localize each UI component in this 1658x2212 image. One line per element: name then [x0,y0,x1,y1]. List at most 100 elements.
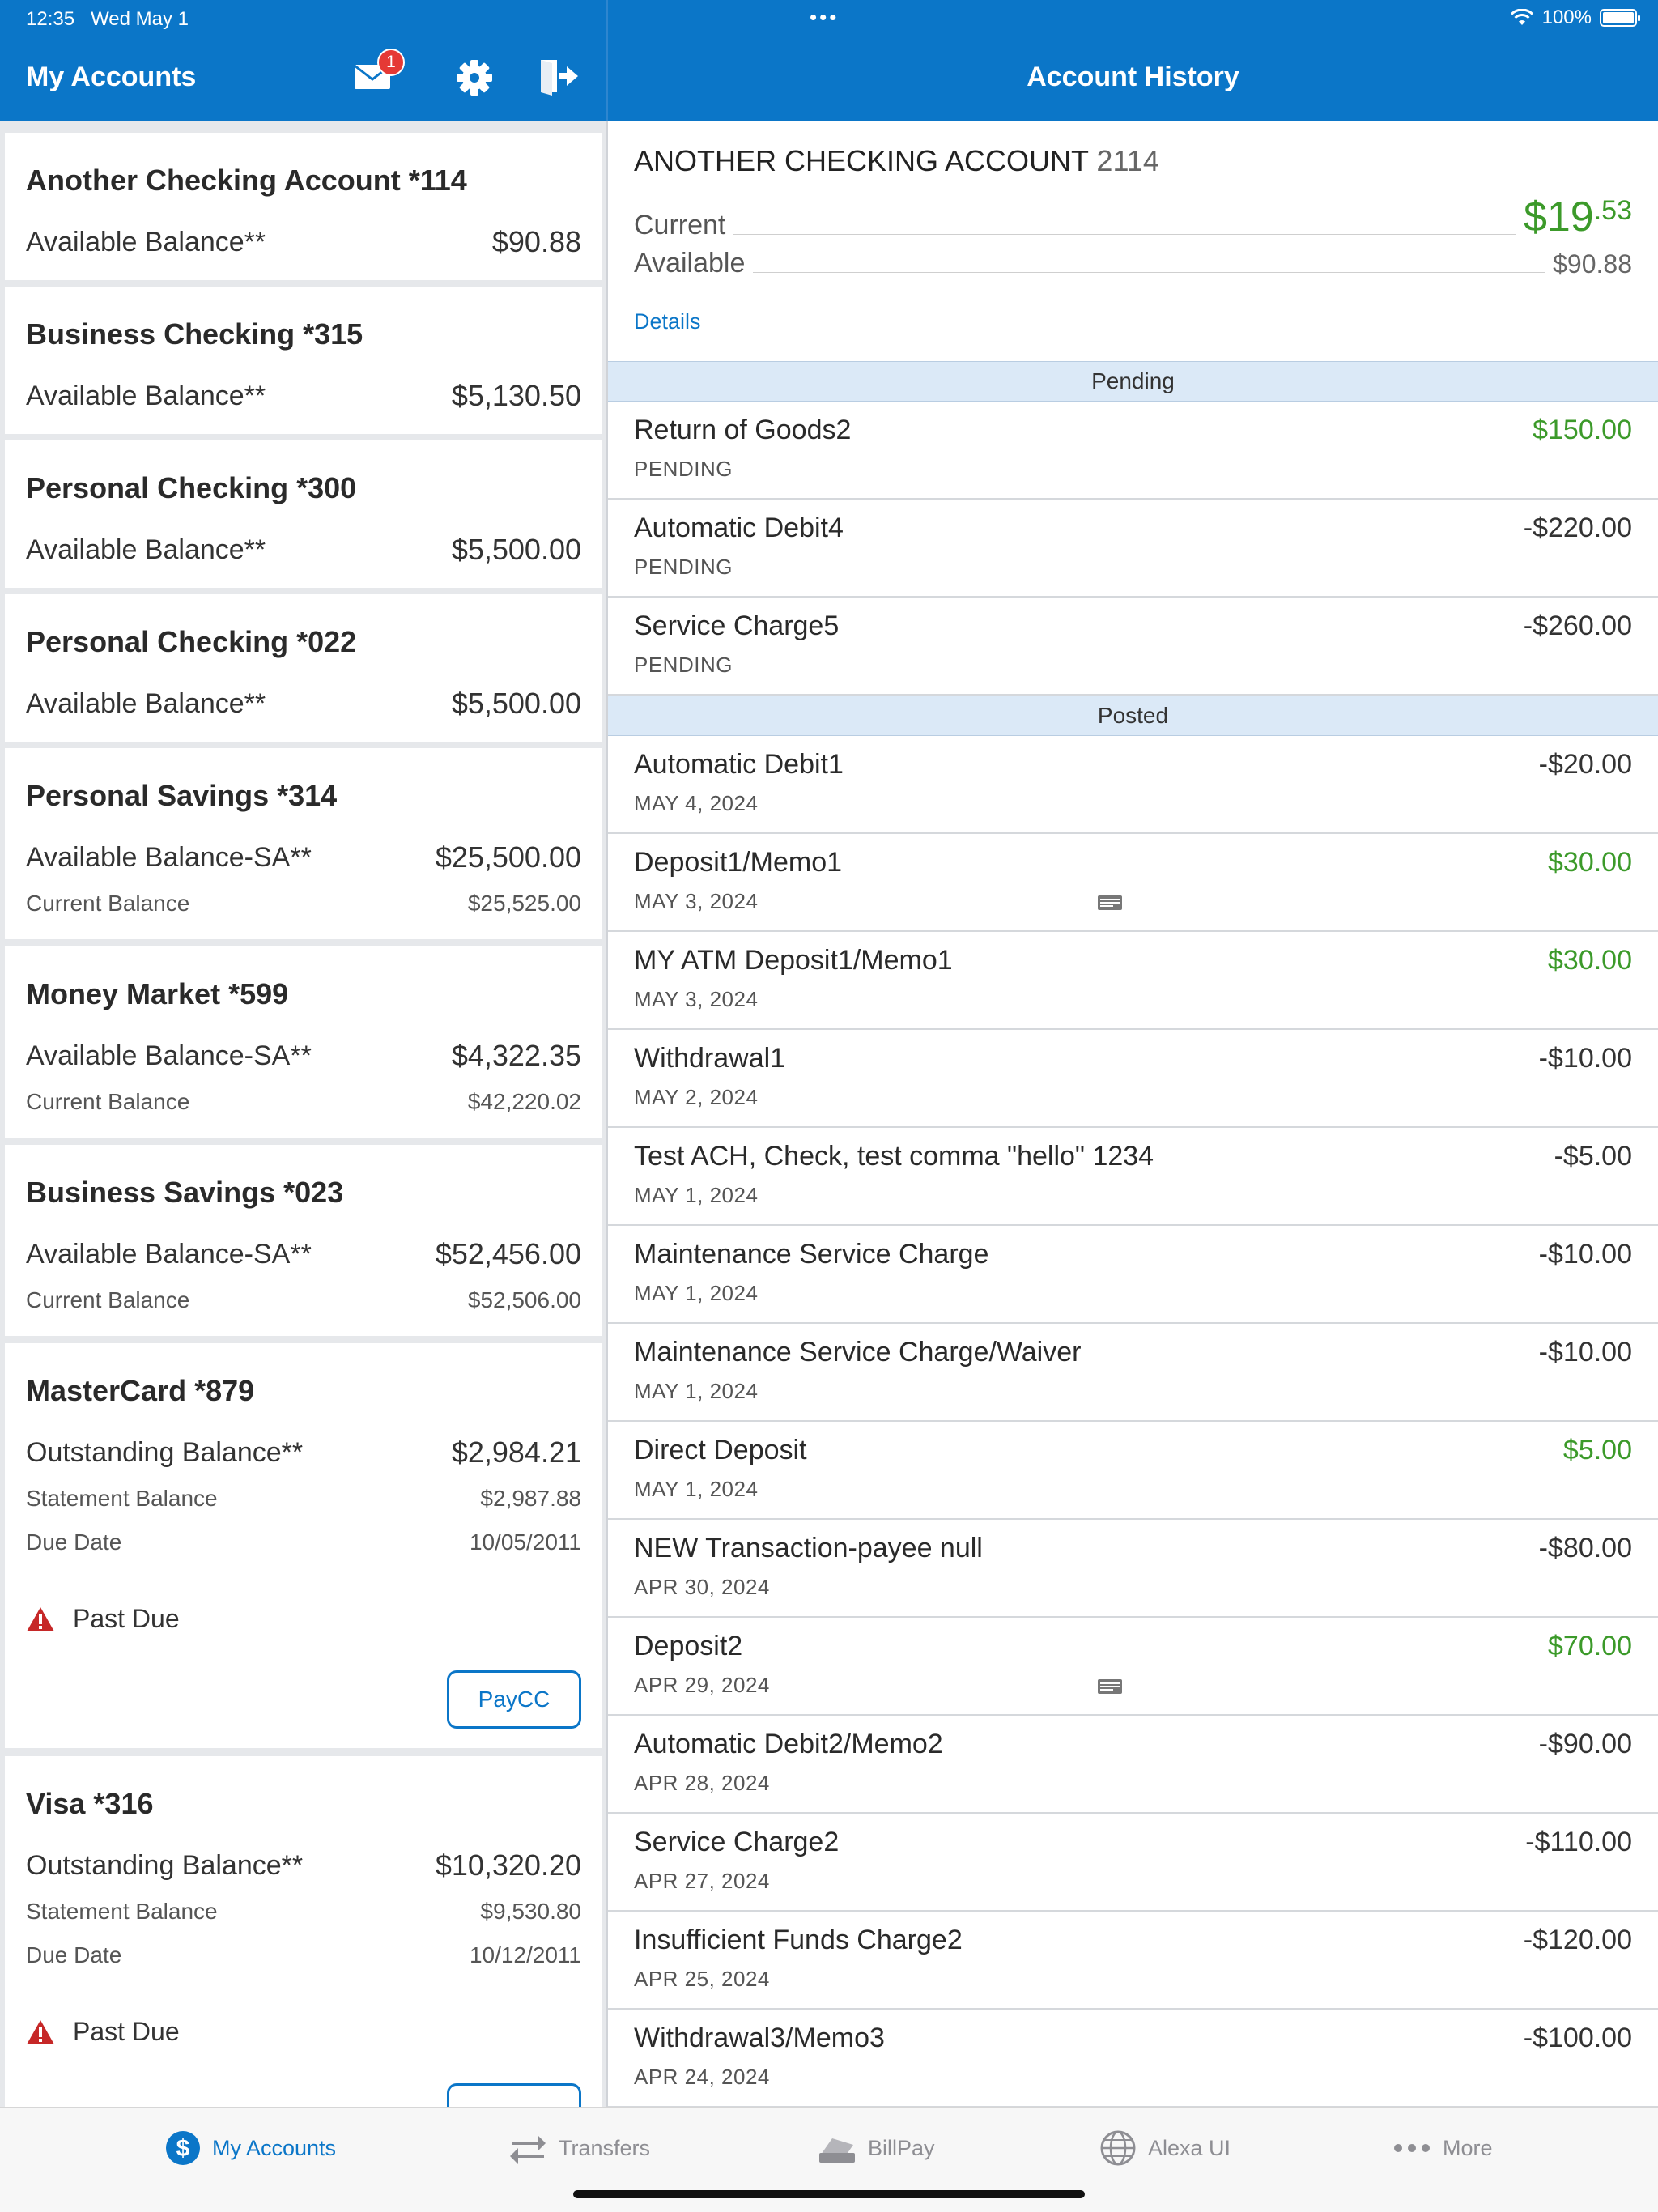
transaction-amount: -$120.00 [1523,1925,1632,1955]
details-link[interactable]: Details [634,309,701,334]
statement-balance-label: Statement Balance [26,1486,218,1511]
transaction-description: Withdrawal3/Memo3 [634,2023,885,2053]
balance-label: Outstanding Balance** [26,1437,304,1468]
tab-label: More [1443,2135,1493,2160]
account-card[interactable]: Business Savings *023 Available Balance-… [5,1145,602,1336]
due-date-label: Due Date [26,1529,122,1555]
due-date-value: 10/12/2011 [469,1942,581,1967]
statement-balance-value: $9,530.80 [480,1899,581,1924]
transaction-row[interactable]: Automatic Debit2/Memo2 APR 28, 2024 -$90.0… [608,1716,1658,1814]
tab-alexa-ui[interactable]: Alexa UI [1099,2108,1231,2189]
transaction-date: MAY 3, 2024 [634,987,759,1011]
account-card[interactable]: Another Checking Account *114 Available … [5,133,602,280]
transaction-row[interactable]: Direct Deposit MAY 1, 2024 $5.00 [608,1422,1658,1520]
billpay-icon [819,2138,855,2163]
transaction-row[interactable]: Insufficient Funds Charge2 APR 25, 2024 -$… [608,1912,1658,2010]
paycc-button[interactable]: PayCC [447,1670,581,1729]
balance-label: Available Balance-SA** [26,1040,312,1071]
transaction-row[interactable]: Maintenance Service Charge/Waiver MAY 1, … [608,1324,1658,1422]
statement-balance-value: $2,987.88 [480,1486,581,1511]
history-account-title: ANOTHER CHECKING ACCOUNT 2114 [634,144,1159,178]
tab-label: BillPay [868,2135,935,2160]
home-indicator [573,2190,1085,2198]
gear-icon[interactable] [452,53,497,99]
account-card[interactable]: Personal Checking *022 Available Balance… [5,594,602,742]
more-dots-icon [1394,2144,1430,2152]
available-amount: $90.88 [1553,249,1632,279]
balance-label: Available Balance** [26,688,266,719]
transaction-amount: -$260.00 [1523,610,1632,641]
account-name: Business Checking *315 [26,317,363,351]
current-balance-label: Current Balance [26,891,190,916]
transaction-amount: -$10.00 [1538,1239,1632,1270]
transaction-row[interactable]: MY ATM Deposit1/Memo1 MAY 3, 2024 $30.00 [608,932,1658,1030]
dollar-circle-icon: $ [166,2131,200,2165]
transaction-row[interactable]: Maintenance Service Charge MAY 1, 2024 -$1… [608,1226,1658,1324]
transaction-row[interactable]: Deposit1/Memo1 MAY 3, 2024 $30.00 [608,834,1658,932]
check-image-icon[interactable] [1097,1678,1123,1695]
transaction-amount: $30.00 [1548,847,1632,878]
transaction-description: Automatic Debit1 [634,749,844,780]
transaction-description: NEW Transaction-payee null [634,1533,983,1563]
transaction-row[interactable]: Service Charge5 PENDING -$260.00 [608,598,1658,696]
logout-icon[interactable] [536,53,581,99]
transaction-row[interactable]: Return of Goods2 PENDING $150.00 [608,402,1658,500]
transaction-date: MAY 3, 2024 [634,889,759,913]
transaction-description: Automatic Debit4 [634,513,844,543]
account-card[interactable]: Personal Checking *300 Available Balance… [5,440,602,588]
tab-transfers[interactable]: Transfers [508,2108,650,2189]
balance-value: $5,500.00 [451,533,581,566]
account-card[interactable]: Business Checking *315 Available Balance… [5,287,602,434]
posted-section-header: Posted [608,696,1658,736]
transaction-description: Deposit2 [634,1631,743,1661]
multitask-dots[interactable]: ••• [810,5,840,29]
account-name: MasterCard *879 [26,1374,255,1407]
transaction-date: MAY 1, 2024 [634,1183,759,1207]
transaction-amount: $70.00 [1548,1631,1632,1661]
transaction-description: Service Charge5 [634,610,840,641]
tab-label: Transfers [559,2135,651,2160]
battery-percent: 100% [1541,6,1592,28]
transaction-date: MAY 4, 2024 [634,791,759,815]
tab-bar: $ My Accounts Transfers BillPay Alexa UI [0,2107,1658,2212]
balance-value: $4,322.35 [451,1039,581,1072]
account-card[interactable]: Visa *316 Outstanding Balance** $10,320.… [5,1756,602,2107]
check-image-icon[interactable] [1097,894,1123,912]
due-date-label: Due Date [26,1942,122,1967]
transaction-amount: -$100.00 [1523,2023,1632,2053]
transaction-row[interactable]: Test ACH, Check, test comma "hello" 1234… [608,1128,1658,1226]
paycc-button-partial[interactable] [447,2083,581,2107]
transaction-row[interactable]: Automatic Debit1 MAY 4, 2024 -$20.00 [608,736,1658,834]
balance-value: $5,130.50 [451,379,581,412]
transaction-date: APR 29, 2024 [634,1673,770,1697]
tab-my-accounts[interactable]: $ My Accounts [165,2108,336,2189]
warning-icon [27,2019,54,2044]
tab-label: My Accounts [212,2135,337,2160]
transaction-row[interactable]: Withdrawal1 MAY 2, 2024 -$10.00 [608,1030,1658,1128]
transaction-date: APR 25, 2024 [634,1967,770,1991]
account-card[interactable]: Money Market *599 Available Balance-SA**… [5,946,602,1138]
transaction-row[interactable]: Deposit2 APR 29, 2024 $70.00 [608,1618,1658,1716]
tab-billpay[interactable]: BillPay [818,2108,935,2189]
transaction-description: Test ACH, Check, test comma "hello" 1234 [634,1141,1154,1172]
transaction-row[interactable]: Automatic Debit4 PENDING -$220.00 [608,500,1658,598]
history-account-name: ANOTHER CHECKING ACCOUNT [634,144,1089,177]
tab-more[interactable]: More [1392,2108,1493,2189]
transaction-description: Insufficient Funds Charge2 [634,1925,963,1955]
transaction-row[interactable]: Service Charge2 APR 27, 2024 -$110.00 [608,1814,1658,1912]
transaction-row[interactable]: Withdrawal3/Memo3 APR 24, 2024 -$100.00 [608,2010,1658,2107]
account-name: Money Market *599 [26,977,289,1010]
transaction-amount: -$10.00 [1538,1043,1632,1074]
transaction-description: Maintenance Service Charge [634,1239,989,1270]
account-card[interactable]: Personal Savings *314 Available Balance-… [5,748,602,939]
transaction-date: MAY 1, 2024 [634,1477,759,1501]
transaction-amount: -$110.00 [1525,1827,1632,1857]
transaction-row[interactable]: NEW Transaction-payee null APR 30, 2024 -$… [608,1520,1658,1618]
globe-icon [1100,2130,1136,2166]
available-label: Available [634,248,746,279]
transaction-date: APR 24, 2024 [634,2065,770,2089]
unread-badge: 1 [377,49,405,76]
current-dollars: $19 [1523,194,1594,240]
balance-value: $2,984.21 [451,1436,581,1469]
account-card[interactable]: MasterCard *879 Outstanding Balance** $2… [5,1343,602,1748]
